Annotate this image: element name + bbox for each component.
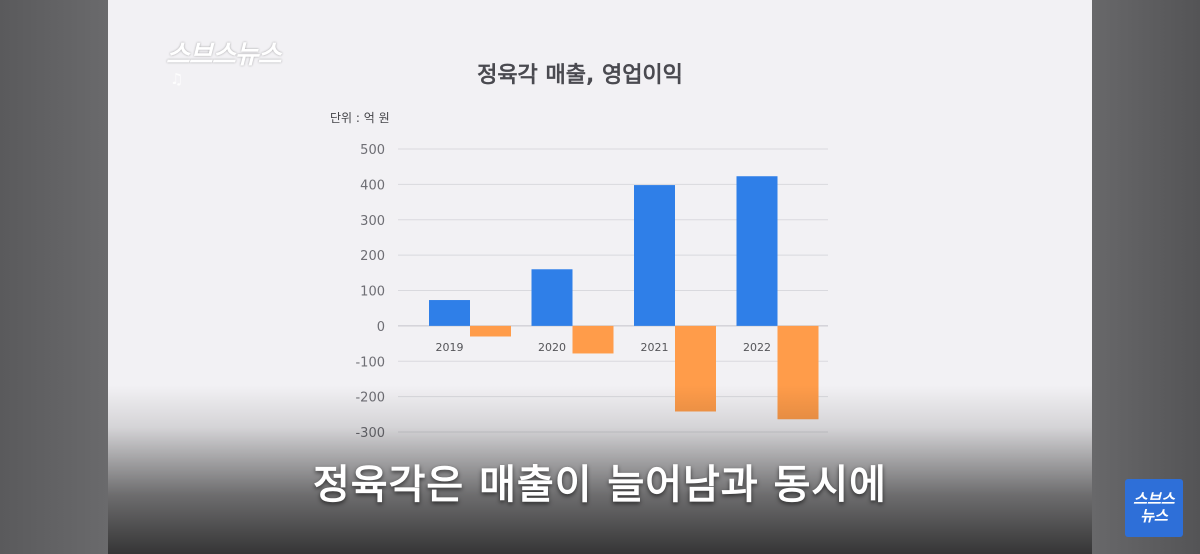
chart-unit-label: 단위 : 억 원 (330, 111, 390, 125)
operating-profit-bar-2019 (470, 325, 511, 337)
operating-profit-bar-2020 (572, 325, 614, 354)
revenue-bar-2021 (634, 185, 675, 326)
x-tick-label: 2021 (641, 341, 669, 354)
y-tick-label: 0 (377, 320, 385, 335)
right-pillar-background (1092, 0, 1200, 554)
badge-line-2: 뉴스 (1140, 507, 1168, 525)
y-tick-label: 300 (360, 214, 385, 229)
chart-title: 정육각 매출, 영업이익 (477, 63, 683, 88)
x-tick-label: 2020 (538, 341, 566, 354)
subtitle-caption: 정육각은 매출이 늘어남과 동시에 (313, 462, 887, 508)
music-note-icon: ♫ (170, 70, 184, 88)
broadcaster-logo: 스브스뉴스 (166, 40, 282, 70)
revenue-bar-2020 (531, 269, 573, 326)
revenue-bar-2022 (736, 176, 778, 326)
y-tick-label: -100 (355, 355, 385, 370)
badge-line-1: 스브스 (1133, 490, 1175, 508)
revenue-bar-2019 (429, 300, 470, 326)
broadcaster-badge-logo: 스브스 뉴스 (1125, 479, 1183, 537)
left-pillar-background (0, 0, 108, 554)
y-tick-label: 400 (360, 178, 385, 193)
x-tick-label: 2022 (743, 341, 771, 354)
y-tick-label: 200 (360, 249, 385, 264)
y-tick-label: 100 (360, 285, 385, 300)
y-tick-label: 500 (360, 143, 385, 158)
x-tick-label: 2019 (436, 341, 464, 354)
subtitle-shade (108, 385, 1092, 554)
